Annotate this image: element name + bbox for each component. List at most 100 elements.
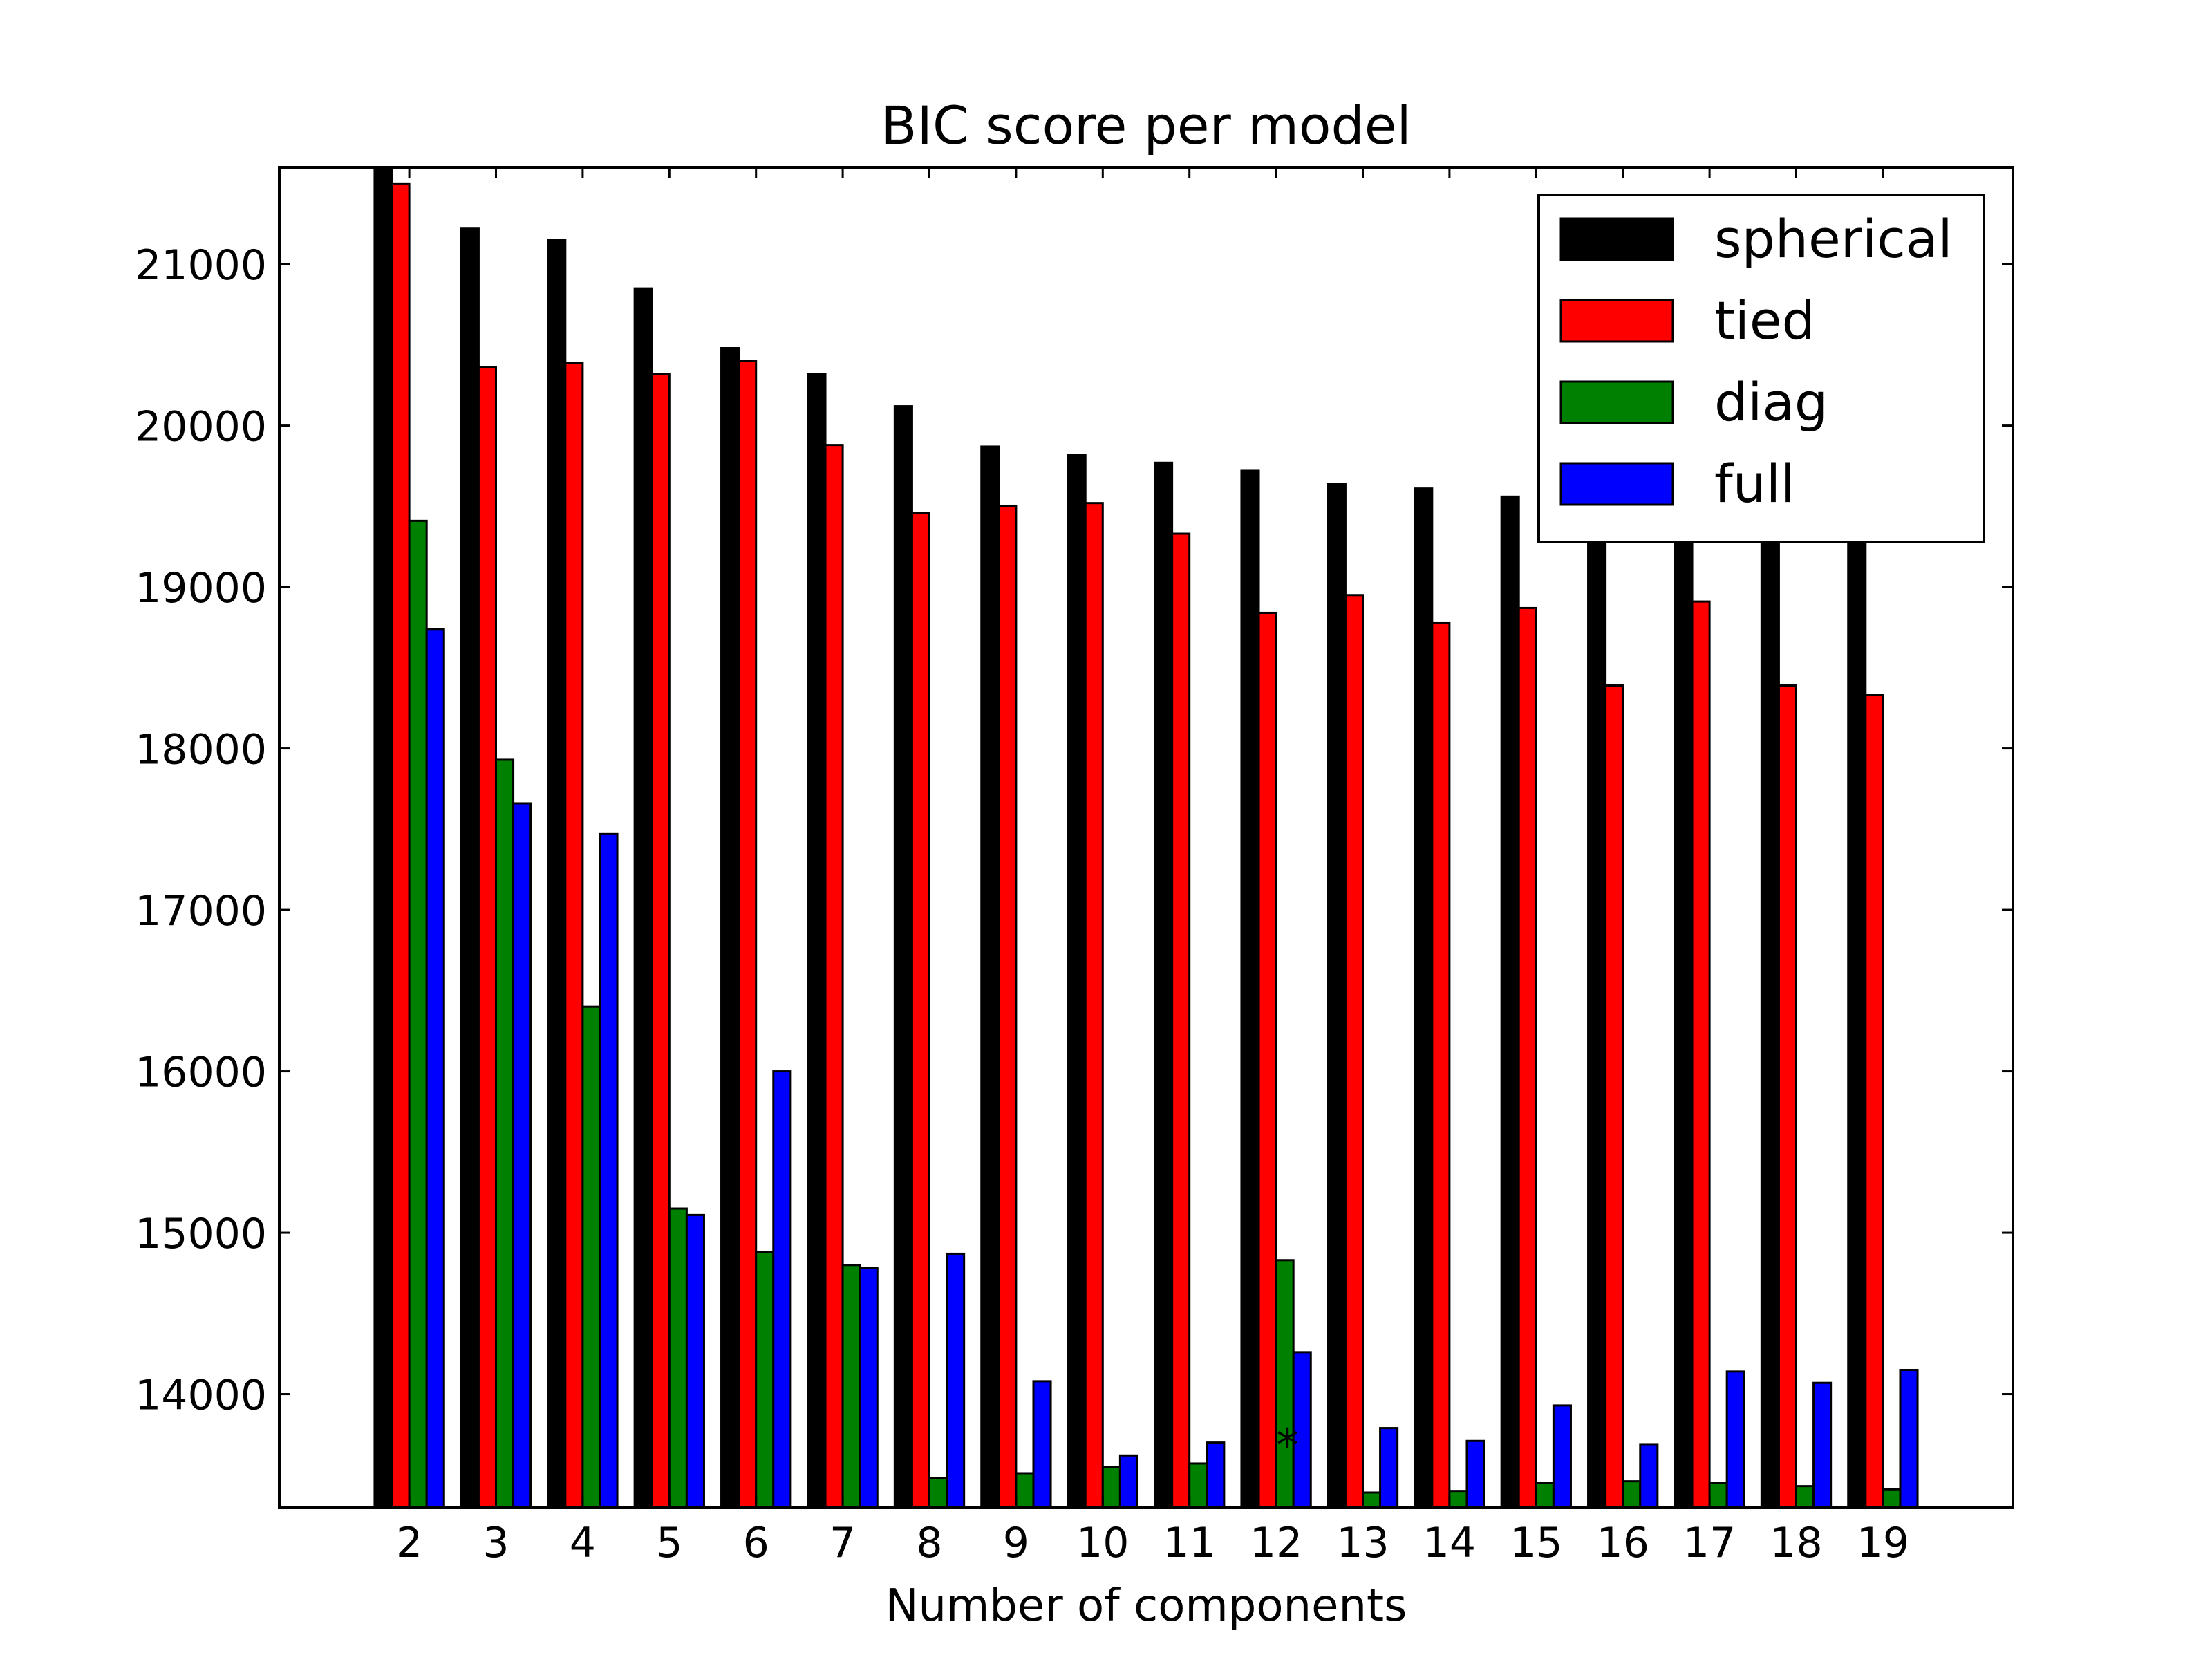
bar-diag-16	[1622, 1480, 1642, 1509]
bar-full-6	[772, 1070, 792, 1509]
x-tick-label: 16	[1597, 1519, 1649, 1567]
bar-full-2	[425, 628, 445, 1509]
chart-title: BIC score per model	[881, 95, 1411, 156]
y-tick-label: 17000	[135, 887, 267, 935]
bar-diag-19	[1882, 1488, 1902, 1509]
bar-tied-4	[564, 362, 584, 1509]
best-model-marker: *	[1276, 1421, 1298, 1472]
x-tick-label: 14	[1423, 1519, 1476, 1567]
y-tick-label: 14000	[135, 1372, 267, 1420]
bar-tied-11	[1171, 532, 1191, 1509]
legend-label-spherical: spherical	[1714, 208, 1953, 270]
bar-spherical-11	[1154, 461, 1174, 1509]
x-axis-label: Number of components	[885, 1580, 1407, 1632]
bar-diag-5	[668, 1207, 688, 1509]
bar-tied-7	[824, 444, 844, 1509]
bar-spherical-14	[1414, 487, 1434, 1509]
x-tick-label: 13	[1336, 1519, 1389, 1567]
bar-spherical-16	[1587, 500, 1607, 1509]
y-tick-label: 21000	[135, 241, 267, 290]
bar-full-8	[946, 1252, 966, 1509]
bar-full-5	[685, 1213, 705, 1509]
bar-tied-6	[738, 360, 758, 1509]
bar-spherical-8	[893, 405, 913, 1509]
bar-spherical-6	[720, 347, 740, 1509]
bar-diag-17	[1708, 1482, 1728, 1509]
legend: spherical tied diag full	[1537, 194, 1985, 543]
x-tick-label: 10	[1076, 1519, 1129, 1567]
bar-full-13	[1379, 1427, 1399, 1509]
bar-diag-15	[1535, 1482, 1555, 1509]
x-tick-label: 19	[1857, 1519, 1909, 1567]
bar-full-7	[859, 1267, 879, 1509]
legend-label-full: full	[1714, 453, 1795, 514]
bar-diag-3	[495, 758, 515, 1509]
bar-spherical-2	[373, 166, 393, 1509]
bar-tied-12	[1257, 611, 1277, 1509]
annotation-layer: *	[1276, 1421, 1298, 1472]
bar-full-3	[512, 802, 532, 1509]
bar-tied-16	[1604, 684, 1624, 1509]
bar-diag-18	[1795, 1485, 1815, 1509]
y-tick-label: 19000	[135, 564, 267, 613]
bar-spherical-18	[1760, 508, 1780, 1509]
x-tick-label: 11	[1163, 1519, 1216, 1567]
x-tick-label: 17	[1683, 1519, 1736, 1567]
bar-tied-17	[1691, 600, 1711, 1509]
plot-frame	[278, 166, 2014, 1509]
bar-diag-11	[1188, 1462, 1208, 1509]
bar-full-14	[1465, 1439, 1485, 1509]
bar-full-11	[1206, 1441, 1226, 1509]
bar-full-16	[1639, 1443, 1659, 1509]
bar-spherical-12	[1240, 469, 1260, 1509]
bar-diag-2	[408, 519, 428, 1509]
x-tick-label: 18	[1770, 1519, 1822, 1567]
x-tick-label: 15	[1510, 1519, 1562, 1567]
bar-full-10	[1118, 1454, 1138, 1509]
bar-full-4	[599, 832, 619, 1509]
bar-diag-9	[1015, 1472, 1035, 1509]
bar-spherical-10	[1067, 454, 1087, 1509]
x-tick-label: 5	[656, 1519, 682, 1567]
bar-tied-13	[1344, 594, 1365, 1509]
y-tick-label: 20000	[135, 403, 267, 451]
legend-swatch-spherical	[1559, 217, 1674, 261]
bar-tied-14	[1431, 621, 1451, 1509]
bar-tied-5	[650, 373, 671, 1509]
x-axis: 2 3 4 5 6 7 8 9 10 11 12 13 14 15 16 17 18 19	[396, 167, 1909, 1567]
x-tick-label: 9	[1003, 1519, 1029, 1567]
bar-tied-19	[1864, 694, 1884, 1509]
y-axis: 14000 15000 16000 17000 18000 19000 20000 21000	[135, 241, 2013, 1420]
x-tick-label: 2	[396, 1519, 422, 1567]
bar-spherical-7	[807, 373, 827, 1509]
x-tick-label: 7	[830, 1519, 856, 1567]
bar-spherical-13	[1327, 483, 1347, 1509]
bar-diag-10	[1101, 1466, 1121, 1509]
bar-full-17	[1725, 1370, 1745, 1509]
bars-layer	[373, 166, 1919, 1509]
y-tick-label: 18000	[135, 726, 267, 774]
bar-full-15	[1552, 1404, 1572, 1509]
bar-spherical-9	[980, 445, 1000, 1509]
bar-tied-15	[1517, 606, 1537, 1509]
legend-label-diag: diag	[1714, 371, 1828, 433]
x-tick-label: 12	[1250, 1519, 1302, 1567]
bar-spherical-19	[1847, 510, 1867, 1509]
bar-full-18	[1812, 1381, 1833, 1509]
bar-tied-9	[997, 505, 1018, 1509]
x-tick-label: 6	[743, 1519, 769, 1567]
bar-spherical-3	[460, 227, 480, 1509]
bar-spherical-15	[1500, 495, 1520, 1509]
legend-swatch-full	[1559, 462, 1674, 506]
bar-spherical-4	[547, 239, 567, 1509]
bar-tied-2	[391, 182, 411, 1509]
bar-diag-6	[755, 1251, 775, 1509]
bar-full-19	[1899, 1369, 1919, 1509]
legend-swatch-tied	[1559, 299, 1674, 343]
legend-swatch-diag	[1559, 380, 1674, 424]
legend-label-tied: tied	[1714, 290, 1815, 351]
y-tick-label: 15000	[135, 1210, 267, 1258]
y-tick-label: 16000	[135, 1049, 267, 1097]
